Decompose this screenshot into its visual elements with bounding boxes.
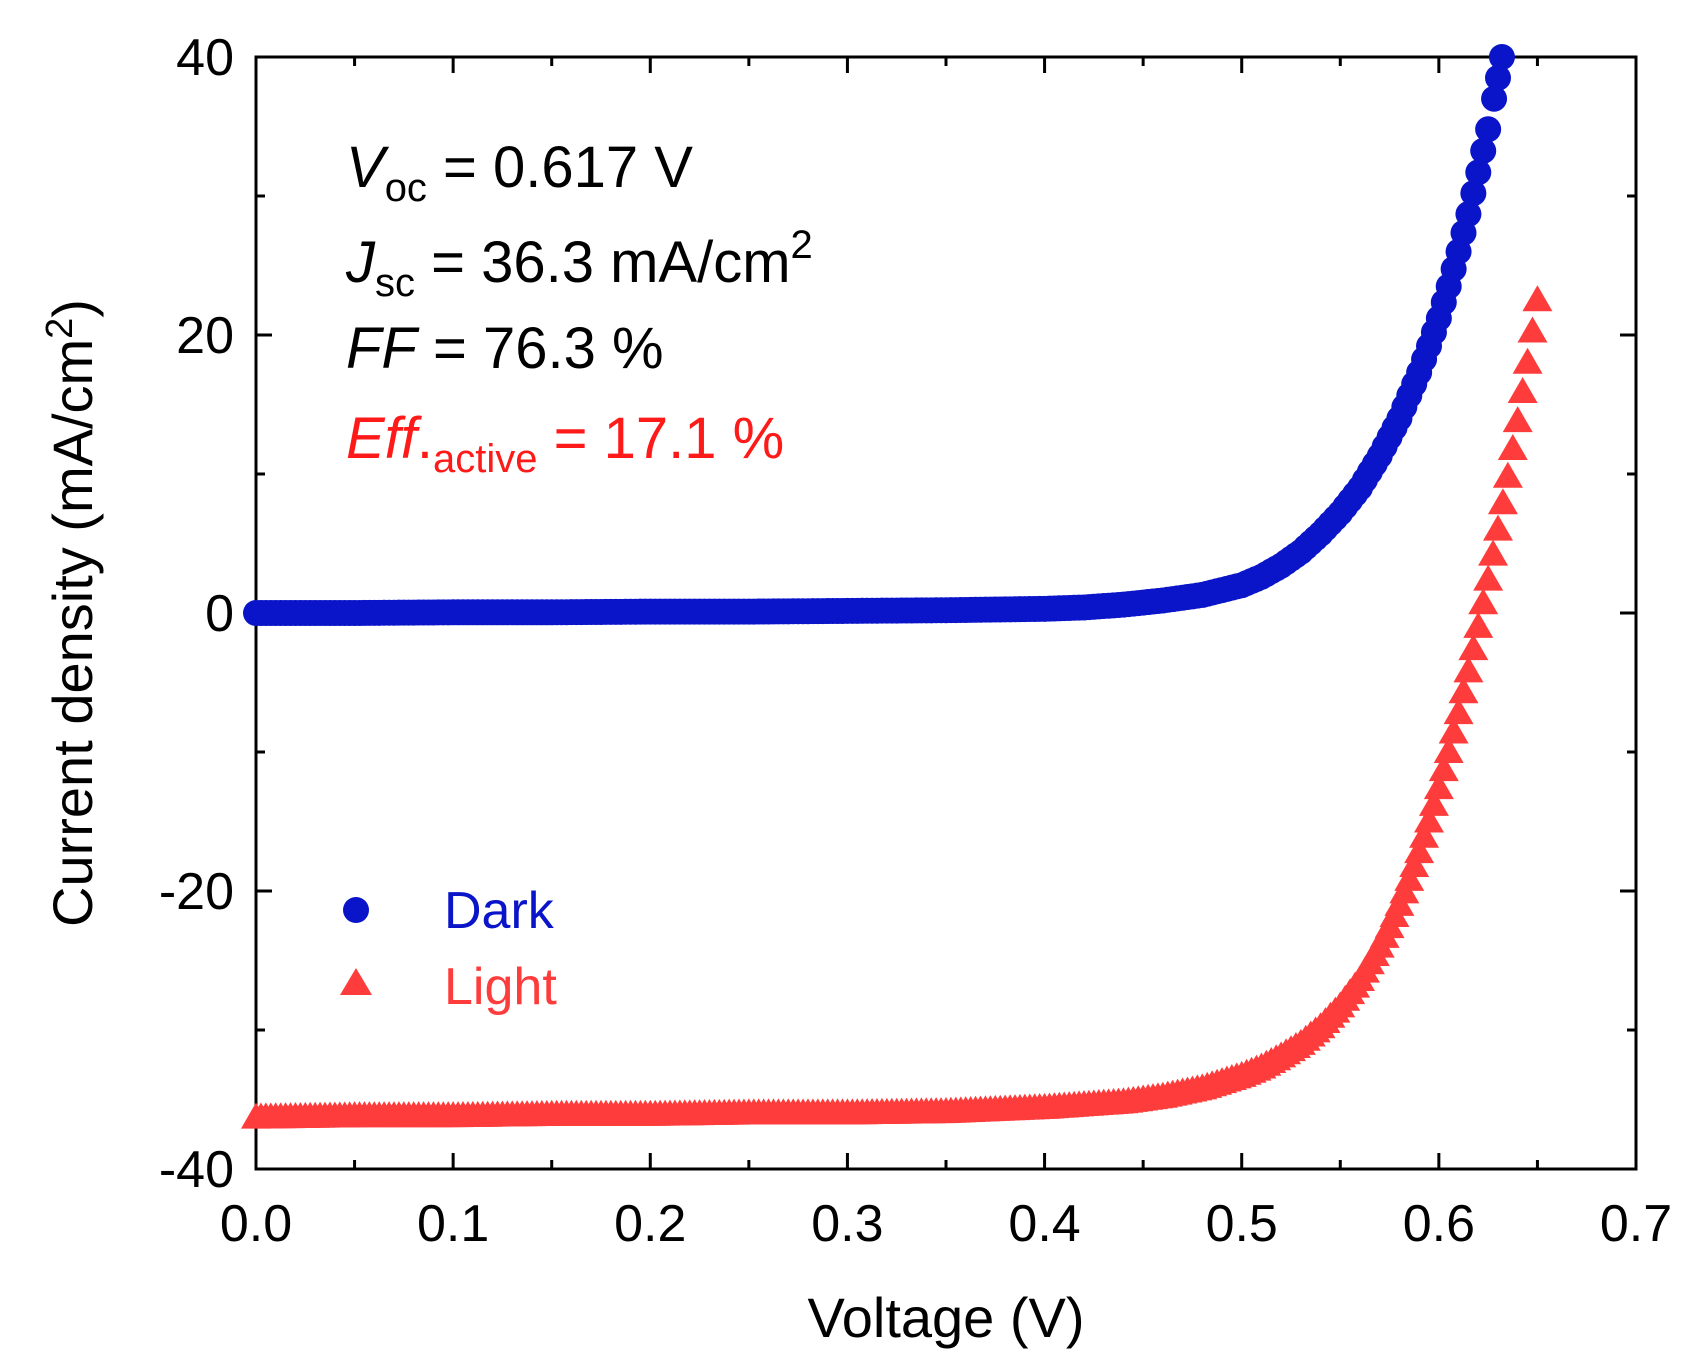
dark-point bbox=[1460, 180, 1487, 207]
y-tick-label: 20 bbox=[176, 307, 234, 365]
light-point bbox=[1404, 837, 1435, 864]
light-point bbox=[1487, 488, 1518, 515]
light-point bbox=[1453, 656, 1484, 683]
x-tick-label: 0.3 bbox=[811, 1195, 883, 1253]
tick-labels: 0.0 0.1 0.2 0.3 0.4 0.5 0.6 0.7 -40 -20 0 20 40 bbox=[159, 29, 1672, 1253]
y-tick-label: 0 bbox=[205, 585, 234, 643]
x-tick-label: 0.1 bbox=[417, 1195, 489, 1253]
light-point bbox=[1433, 737, 1464, 763]
light-point bbox=[1483, 514, 1513, 541]
light-point bbox=[1478, 539, 1509, 566]
series-dark bbox=[243, 44, 1515, 626]
legend-label-dark: Dark bbox=[444, 882, 555, 940]
light-point bbox=[1458, 634, 1489, 661]
dark-point bbox=[1485, 64, 1511, 91]
light-point bbox=[1399, 850, 1430, 877]
annotation-ff: FF = 76.3 % bbox=[346, 316, 664, 381]
annotation-eff: Eff.active = 17.1 % bbox=[346, 406, 784, 481]
light-point bbox=[1522, 285, 1553, 312]
legend: Dark Light bbox=[340, 882, 557, 1016]
annotations: Voc = 0.617 V Jsc = 36.3 mA/cm2 FF = 76.… bbox=[345, 135, 813, 481]
light-point bbox=[1428, 755, 1459, 782]
legend-label-light: Light bbox=[444, 958, 557, 1016]
x-tick-label: 0.2 bbox=[614, 1195, 686, 1253]
light-point bbox=[1438, 717, 1469, 744]
light-point bbox=[1512, 347, 1543, 374]
y-axis-title-close: ) bbox=[41, 299, 104, 318]
light-point bbox=[1414, 806, 1444, 833]
light-point bbox=[1463, 611, 1494, 638]
light-point bbox=[1473, 564, 1504, 591]
annotation-jsc: Jsc = 36.3 mA/cm2 bbox=[345, 223, 813, 305]
x-tick-label: 0.4 bbox=[1008, 1195, 1080, 1253]
x-tick-label: 0.6 bbox=[1403, 1195, 1475, 1253]
light-point bbox=[1423, 773, 1454, 800]
legend-marker-dark bbox=[343, 897, 369, 923]
light-point bbox=[1502, 406, 1533, 433]
dark-point bbox=[1455, 201, 1482, 228]
x-tick-label: 0.0 bbox=[220, 1195, 292, 1253]
light-point bbox=[1418, 789, 1449, 816]
y-axis-title-main: Current density (mA/cm bbox=[41, 339, 104, 927]
dark-point bbox=[1481, 85, 1508, 112]
y-tick-label: -20 bbox=[159, 863, 234, 921]
legend-marker-light bbox=[340, 968, 372, 995]
x-tick-label: 0.5 bbox=[1206, 1195, 1278, 1253]
light-point bbox=[1507, 376, 1538, 403]
dark-point bbox=[1475, 116, 1502, 143]
light-point bbox=[1517, 316, 1548, 343]
axis-ticks bbox=[254, 55, 1638, 1171]
dark-point bbox=[1470, 137, 1497, 164]
light-point bbox=[1492, 461, 1523, 488]
annotation-voc: Voc = 0.617 V bbox=[346, 135, 693, 210]
light-point bbox=[1443, 698, 1474, 725]
light-point bbox=[1497, 433, 1528, 460]
series-light bbox=[241, 285, 1553, 1129]
y-axis-title: Current density (mA/cm2) bbox=[39, 299, 104, 927]
light-point bbox=[1468, 588, 1499, 615]
y-axis-title-sup: 2 bbox=[39, 318, 81, 339]
light-point bbox=[1409, 821, 1440, 848]
y-tick-label: -40 bbox=[159, 1141, 234, 1199]
dark-point bbox=[1465, 159, 1492, 186]
dark-point bbox=[1488, 44, 1515, 70]
y-tick-label: 40 bbox=[176, 29, 234, 87]
x-tick-label: 0.7 bbox=[1600, 1195, 1672, 1253]
light-point bbox=[1394, 864, 1425, 891]
x-axis-title: Voltage (V) bbox=[807, 1286, 1084, 1349]
light-point bbox=[1448, 677, 1479, 704]
